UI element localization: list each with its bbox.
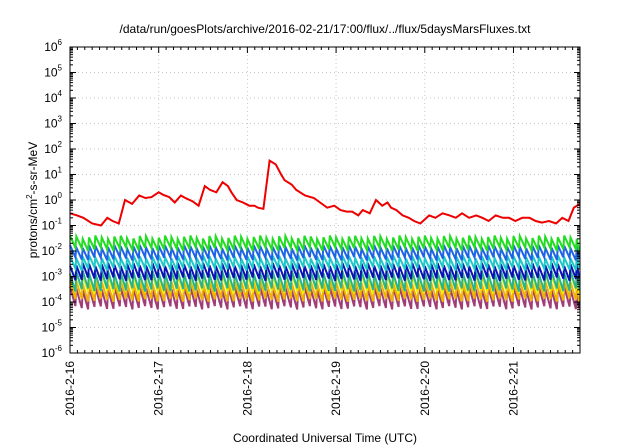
plot-series (69, 158, 581, 310)
x-axis: 2016-2-16 2016-2-17 2016-2-18 2016-2-19 2016… (63, 47, 581, 416)
x-tick-label: 2016-2-20 (418, 361, 432, 416)
y-tick-label: 10-5 (42, 319, 63, 335)
grid (70, 47, 580, 353)
x-tick-label: 2016-2-19 (329, 361, 343, 416)
y-tick-label: 106 (44, 38, 62, 54)
y-tick-label: 10-3 (42, 268, 63, 284)
band-series-line (69, 270, 581, 292)
y-tick-label: 10-1 (42, 217, 63, 233)
band-series-line (69, 231, 581, 255)
red-series-line (69, 158, 581, 227)
x-tick-label: 2016-2-21 (506, 361, 520, 416)
chart-title: /data/run/goesPlots/archive/2016-02-21/1… (120, 22, 532, 36)
y-tick-label: 100 (44, 191, 62, 207)
y-axis: 10-6 10-5 10-4 10-3 10-2 10-1 100 101 102 103 104 1… (42, 38, 580, 360)
band-series-line (69, 252, 581, 274)
y-tick-label: 104 (44, 89, 62, 105)
y-axis-label: protons/cm2-s-sr-MeV (25, 142, 40, 258)
y-tick-label: 102 (44, 140, 62, 156)
y-tick-label: 10-2 (42, 242, 63, 258)
y-tick-label: 10-6 (42, 344, 63, 360)
x-tick-label: 2016-2-18 (240, 361, 254, 416)
x-tick-label: 2016-2-17 (152, 361, 166, 416)
band-series-line (69, 262, 581, 282)
y-tick-label: 105 (44, 64, 62, 80)
band-series-line (69, 242, 581, 264)
band-series-line (69, 280, 581, 303)
y-tick-label: 103 (44, 115, 62, 131)
x-axis-label: Coordinated Universal Time (UTC) (233, 431, 417, 445)
y-tick-label: 10-4 (42, 293, 63, 309)
x-tick-label: 2016-2-16 (63, 361, 77, 416)
band-series-line (69, 286, 581, 310)
y-tick-label: 101 (44, 166, 62, 182)
